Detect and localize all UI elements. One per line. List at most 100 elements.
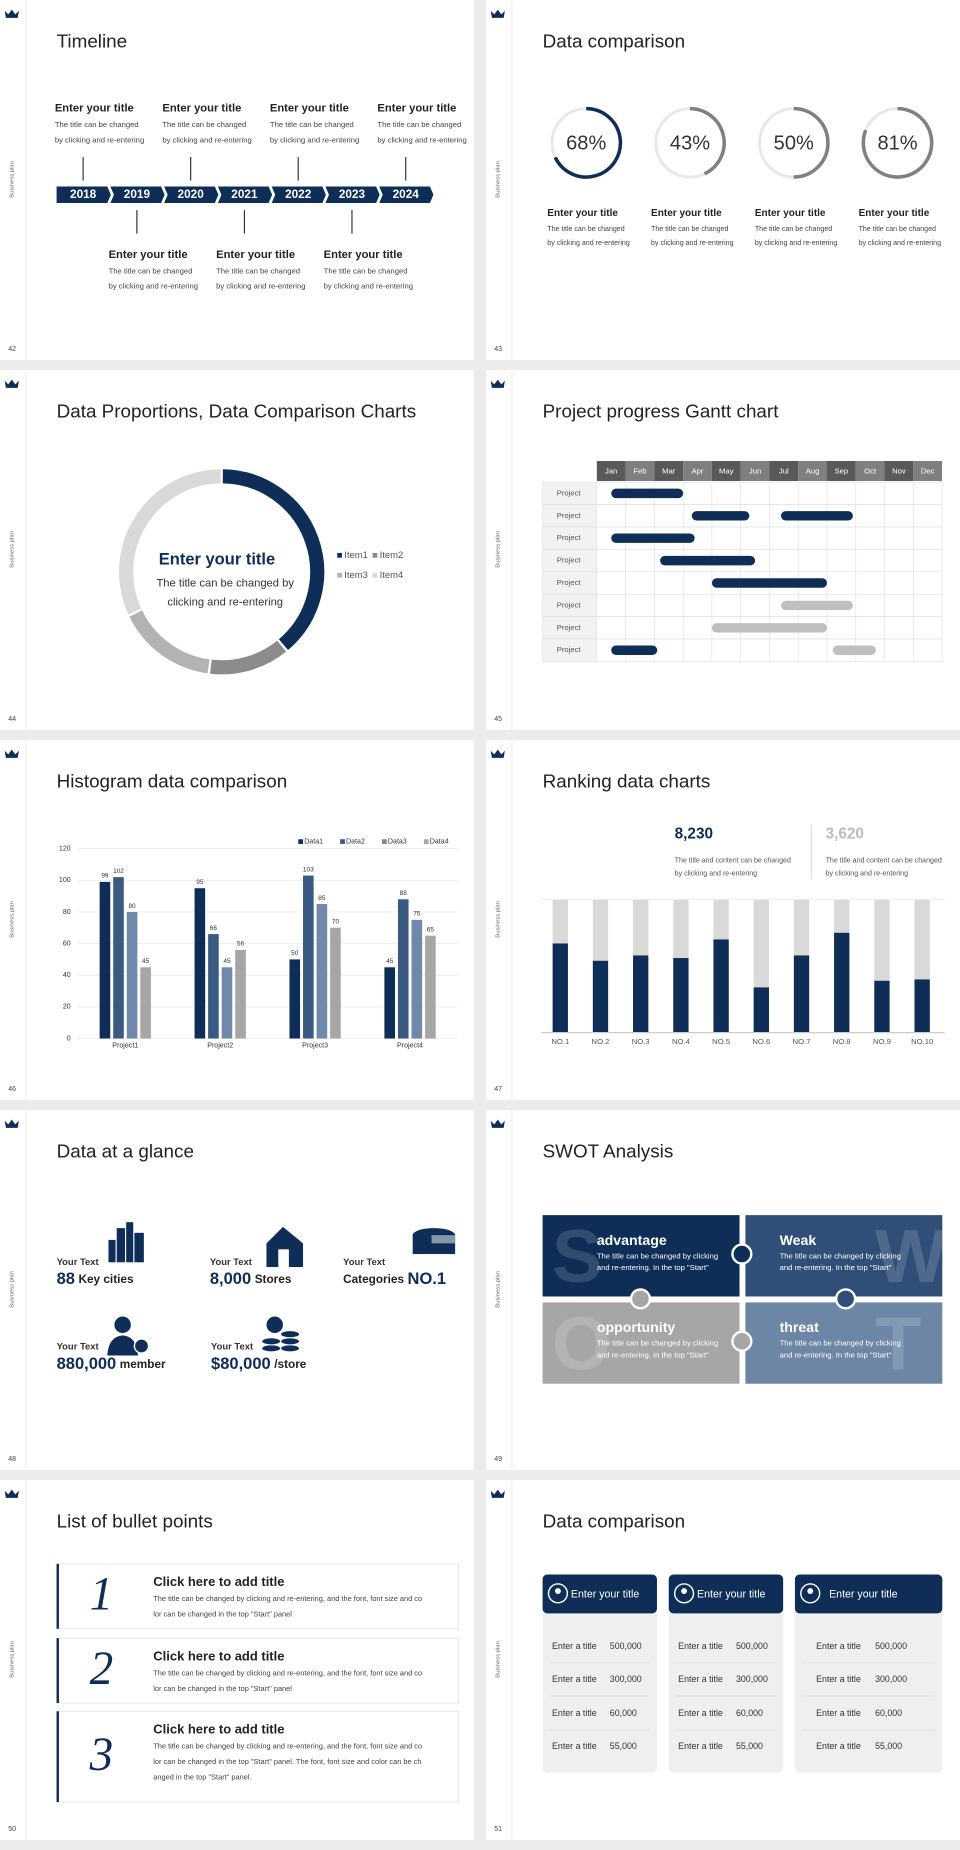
legend-label: Data2 bbox=[346, 838, 365, 845]
swot-text: and re-entering. In the top "Start" bbox=[597, 1263, 709, 1272]
item-big: 88 bbox=[57, 1270, 75, 1288]
y-tick-label: 40 bbox=[63, 972, 71, 979]
swot-title: Weak bbox=[780, 1232, 817, 1248]
month-label: Mar bbox=[662, 467, 676, 476]
data-label: 88 bbox=[400, 890, 408, 897]
bar bbox=[330, 927, 341, 1039]
month-header bbox=[596, 460, 626, 482]
month-label: Aug bbox=[806, 467, 820, 476]
bullet-text: lor can be changed in the top "Start" pa… bbox=[153, 1610, 292, 1619]
bar-segment bbox=[592, 899, 609, 961]
year-label: 2021 bbox=[231, 188, 258, 201]
logo bbox=[4, 749, 19, 758]
item-label: Your Text bbox=[57, 1256, 100, 1267]
donut-text: The title can be changed by bbox=[156, 578, 294, 590]
row-label: Project bbox=[557, 600, 582, 609]
side-label: Business plan bbox=[495, 161, 501, 198]
logo bbox=[4, 1119, 19, 1128]
row-label: Enter a title bbox=[552, 1674, 597, 1684]
row-label: Enter a title bbox=[678, 1641, 723, 1651]
bullet-box bbox=[56, 1637, 460, 1704]
data-label: 95 bbox=[196, 879, 204, 886]
icon-building bbox=[116, 1228, 125, 1263]
swot-tile bbox=[745, 1302, 943, 1384]
row-label: Project bbox=[557, 623, 582, 632]
bullet-bar bbox=[56, 1711, 59, 1803]
legend-swatch bbox=[337, 552, 342, 558]
page-number: 51 bbox=[494, 1826, 502, 1833]
gantt-bar bbox=[711, 578, 827, 588]
page-number: 50 bbox=[8, 1826, 16, 1833]
month-header bbox=[913, 460, 943, 482]
month-label: Jul bbox=[779, 467, 789, 476]
icon-coin bbox=[261, 1337, 282, 1346]
milestone-text: The title can be changed bbox=[162, 120, 246, 129]
item-value: $80,000/store bbox=[211, 1355, 307, 1373]
row-label: Enter a title bbox=[678, 1741, 723, 1751]
icon-person-body bbox=[107, 1335, 138, 1356]
milestone-text: The title can be changed bbox=[270, 120, 354, 129]
y-tick-label: 60 bbox=[63, 940, 71, 947]
legend-label: Item1 bbox=[344, 549, 368, 560]
milestone-text: by clicking and re-entering bbox=[55, 136, 144, 145]
row-value: 300,000 bbox=[610, 1674, 642, 1684]
data-label: 56 bbox=[237, 941, 245, 948]
swot-letter: W bbox=[875, 1214, 947, 1298]
slide-title: Histogram data comparison bbox=[57, 771, 288, 792]
puzzle-knob bbox=[629, 1288, 652, 1310]
legend-label: Data3 bbox=[388, 838, 407, 845]
bar-segment bbox=[793, 955, 810, 1033]
row-label: Enter a title bbox=[552, 1708, 597, 1718]
donut-text: clicking and re-entering bbox=[167, 596, 283, 608]
bullet-title: Click here to add title bbox=[153, 1722, 284, 1737]
logo bbox=[490, 9, 505, 18]
month-header bbox=[740, 460, 770, 482]
slide-canvas: Business plan 44 Data Proportions, Data Co… bbox=[4, 370, 416, 730]
icon-coin bbox=[280, 1330, 300, 1339]
milestone-text: The title can be changed bbox=[324, 266, 408, 275]
ring-label: 81% bbox=[877, 132, 917, 154]
row-value: 500,000 bbox=[610, 1641, 642, 1651]
ring-label: 43% bbox=[670, 132, 710, 154]
bar bbox=[235, 949, 246, 1039]
item-label: Your Text bbox=[343, 1256, 386, 1267]
gantt-bar bbox=[611, 533, 695, 543]
item-small: Stores bbox=[255, 1273, 292, 1286]
slide: Business plan 50 List of bullet points 1 Cli… bbox=[0, 1480, 474, 1840]
swot-tile bbox=[542, 1302, 740, 1384]
item-small: member bbox=[120, 1358, 166, 1371]
swot-letter: S bbox=[552, 1214, 602, 1298]
row-value: 60,000 bbox=[875, 1708, 902, 1718]
data-label: 99 bbox=[101, 873, 109, 880]
month-header bbox=[654, 460, 684, 482]
bullet-title: Click here to add title bbox=[153, 1574, 284, 1589]
year-label: 2020 bbox=[178, 188, 205, 201]
row-label: Enter a title bbox=[552, 1641, 597, 1651]
x-tick-label: NO.9 bbox=[873, 1037, 891, 1046]
month-header bbox=[711, 460, 741, 482]
card-title: Enter your title bbox=[571, 1588, 640, 1600]
bar bbox=[113, 877, 124, 1039]
month-label: May bbox=[719, 467, 734, 476]
month-header bbox=[826, 460, 856, 482]
x-tick-label: Project2 bbox=[207, 1042, 233, 1049]
bullet-title: Click here to add title bbox=[153, 1648, 284, 1663]
slide: Business plan 43 Data comparison 68% Enter y… bbox=[486, 0, 960, 360]
x-tick-label: NO.1 bbox=[551, 1037, 569, 1046]
caption-title: Enter your title bbox=[755, 208, 826, 219]
y-tick-label: 120 bbox=[59, 846, 71, 853]
gantt-bar bbox=[832, 645, 876, 655]
donut-heading: Enter your title bbox=[159, 550, 275, 568]
slide-title: Data at a glance bbox=[57, 1141, 194, 1162]
legend-swatch bbox=[372, 572, 378, 578]
page-number: 44 bbox=[8, 716, 16, 723]
slide: Business plan 45 Project progress Gantt ch… bbox=[486, 370, 960, 730]
logo bbox=[4, 9, 19, 18]
slide: Business plan 44 Data Proportions, Data Co… bbox=[0, 370, 474, 730]
bullet-box bbox=[56, 1710, 460, 1803]
caption-title: Enter your title bbox=[651, 208, 722, 219]
month-label: Feb bbox=[633, 467, 646, 476]
row-label: Project bbox=[557, 556, 582, 565]
bar bbox=[316, 904, 328, 1039]
swot-text: and re-entering. In the top "Start" bbox=[780, 1263, 892, 1272]
